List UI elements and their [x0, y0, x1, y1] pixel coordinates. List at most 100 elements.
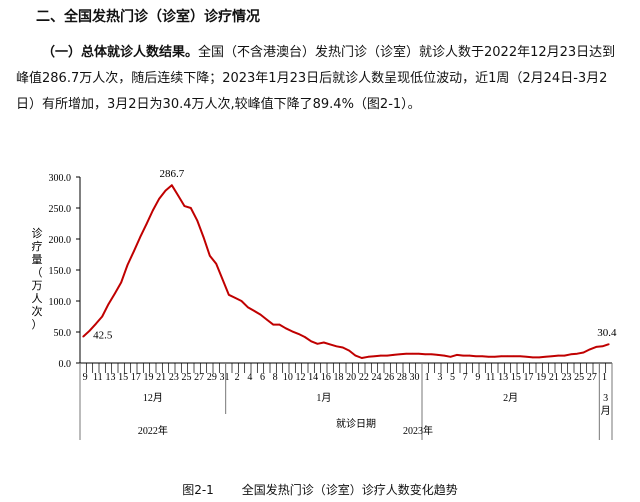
- x-tick-label: 26: [384, 372, 394, 383]
- data-point: [481, 355, 483, 357]
- data-point: [342, 346, 344, 349]
- data-point: [291, 330, 293, 333]
- data-point: [443, 354, 445, 357]
- year-label: 2023年: [403, 424, 433, 437]
- x-tick-label: 21: [549, 372, 559, 383]
- x-tick-label: 25: [574, 372, 584, 383]
- data-point: [494, 356, 496, 358]
- data-point: [152, 209, 154, 212]
- data-point: [82, 335, 84, 338]
- data-point: [285, 327, 287, 330]
- data-point: [133, 250, 135, 253]
- x-tick-label: 7: [463, 372, 468, 383]
- month-label: 1月: [316, 392, 331, 404]
- data-label: 30.4: [597, 327, 617, 339]
- summary-paragraph: （一）总体就诊人数结果。全国（不含港澳台）发热门诊（诊室）就诊人数于2022年1…: [16, 40, 626, 118]
- data-point: [576, 352, 578, 355]
- x-tick-label: 13: [106, 372, 116, 383]
- y-axis-label-char: 万: [32, 279, 43, 292]
- data-point: [582, 351, 585, 354]
- data-point: [519, 355, 521, 357]
- data-point: [386, 354, 388, 357]
- x-tick-label: 9: [83, 372, 88, 383]
- data-point: [171, 184, 173, 187]
- data-point: [399, 353, 401, 356]
- caption-text: 全国发热门诊（诊室）诊疗人数变化趋势: [241, 483, 458, 497]
- data-point: [196, 219, 198, 222]
- data-point: [329, 343, 331, 346]
- x-tick-label: 3: [437, 372, 442, 383]
- x-tick-label: 23: [562, 372, 572, 383]
- data-point: [95, 323, 97, 325]
- month-label: 12月: [143, 392, 163, 404]
- data-point: [462, 354, 464, 357]
- y-axis-label-char: ）: [32, 318, 43, 331]
- data-point: [589, 348, 591, 351]
- x-tick-label: 24: [372, 372, 382, 383]
- data-point: [418, 352, 420, 355]
- y-axis-label-char: （: [32, 266, 43, 279]
- x-tick-label: 1: [425, 372, 430, 383]
- y-axis-label-char: 次: [32, 304, 43, 318]
- x-tick-label: 10: [283, 372, 293, 383]
- data-point: [354, 354, 357, 357]
- x-tick-label: 17: [524, 372, 534, 383]
- data-point: [297, 333, 300, 335]
- data-point: [177, 194, 179, 197]
- y-axis-label-char: 人: [32, 292, 43, 305]
- x-tick-label: 2: [235, 372, 240, 383]
- x-tick-label: 31: [220, 372, 230, 383]
- data-point: [563, 354, 566, 357]
- paragraph-body: 全国（不含港澳台）发热门诊（诊室）就诊人数于2022年12月23日达到峰值286…: [16, 45, 616, 112]
- data-point: [411, 352, 414, 355]
- data-point: [221, 278, 224, 281]
- year-label: 2022年: [138, 424, 168, 437]
- x-tick-label: 15: [511, 372, 521, 383]
- data-point: [107, 303, 110, 305]
- x-tick-label: 8: [273, 372, 278, 383]
- y-tick-label: 300.0: [49, 173, 72, 184]
- data-point: [557, 354, 559, 357]
- y-tick-label: 150.0: [49, 266, 72, 277]
- month-label: 2月: [503, 392, 518, 404]
- x-tick-label: 12: [296, 372, 306, 383]
- data-label: 42.5: [93, 330, 113, 342]
- data-point: [272, 323, 274, 326]
- data-label: 286.7: [159, 168, 184, 180]
- data-point: [253, 310, 255, 312]
- data-point: [487, 356, 490, 358]
- x-tick-label: 15: [118, 372, 128, 383]
- figure-caption: 图2-1 全国发热门诊（诊室）诊疗人数变化趋势: [0, 481, 640, 498]
- data-point: [424, 353, 426, 356]
- x-tick-label: 16: [321, 372, 331, 383]
- data-point: [335, 345, 338, 348]
- x-tick-label: 20: [346, 372, 356, 383]
- x-tick-label: 19: [144, 372, 154, 383]
- data-point: [304, 336, 306, 338]
- y-axis-label-char: 诊: [32, 226, 43, 240]
- data-point: [456, 354, 458, 356]
- data-point: [164, 189, 167, 192]
- data-point: [430, 353, 433, 356]
- data-point: [500, 355, 502, 357]
- data-point: [348, 349, 350, 352]
- data-point: [601, 345, 604, 348]
- x-tick-label: 28: [397, 372, 407, 383]
- caption-number: 图2-1: [182, 483, 214, 497]
- data-point: [247, 306, 249, 309]
- y-tick-label: 100.0: [49, 297, 72, 308]
- y-tick-label: 250.0: [49, 204, 72, 215]
- y-tick-label: 200.0: [49, 235, 72, 246]
- data-point: [215, 263, 217, 265]
- data-point: [120, 281, 122, 284]
- data-point: [101, 315, 103, 318]
- month-label: 月: [601, 405, 611, 417]
- x-tick-label: 19: [536, 372, 546, 383]
- data-point: [190, 207, 192, 209]
- section-heading: 二、全国发热门诊（诊室）诊疗情况: [36, 9, 260, 25]
- x-tick-label: 21: [156, 372, 166, 383]
- data-point: [114, 292, 116, 295]
- data-point: [449, 356, 452, 358]
- data-point: [259, 313, 262, 316]
